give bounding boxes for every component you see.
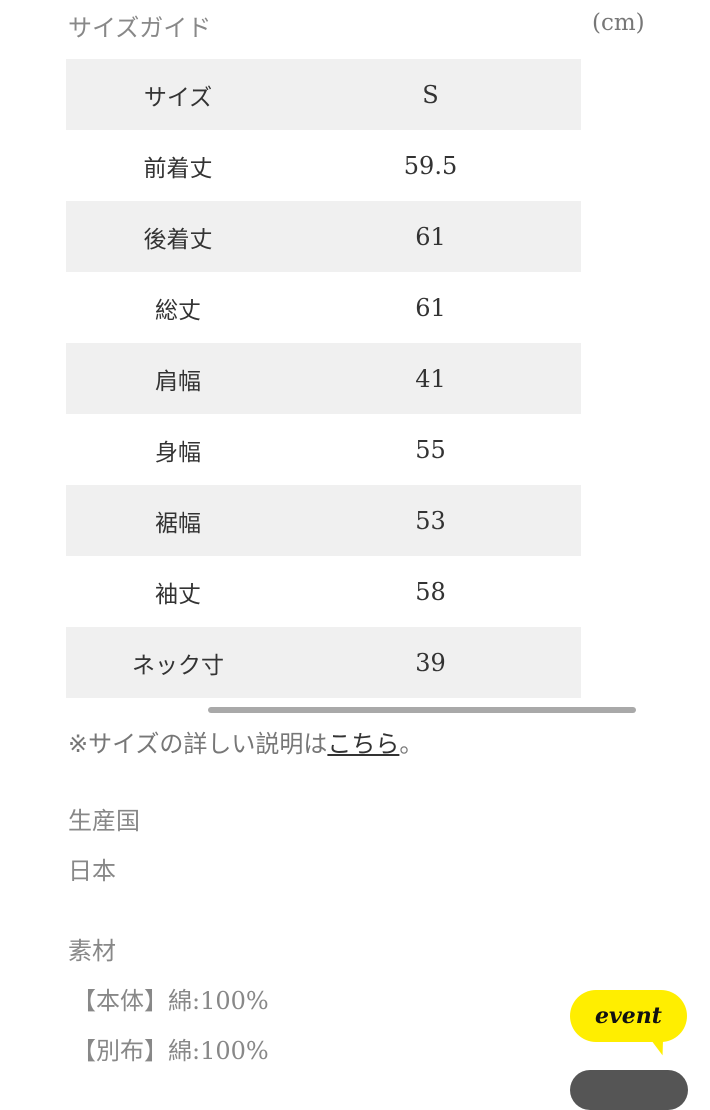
row-value: 41 (415, 364, 446, 393)
row-label: 総丈 (155, 297, 201, 324)
material-line: 【本体】綿:100% (72, 987, 269, 1015)
row-value: 53 (415, 506, 446, 535)
event-button[interactable]: event (570, 990, 687, 1042)
row-value: 39 (415, 648, 446, 677)
size-table: サイズ S 前着丈 59.5 後着丈 61 総丈 61 肩幅 41 身幅 55 裾幅 53 袖… (66, 59, 581, 698)
material-label: 素材 (68, 937, 116, 965)
table-row: 前着丈 59.5 (66, 130, 581, 201)
origin-label: 生産国 (68, 807, 140, 835)
table-row: 身幅 55 (66, 414, 581, 485)
horizontal-scrollbar[interactable] (208, 707, 636, 713)
material-line: 【別布】綿:100% (72, 1037, 269, 1065)
floating-button[interactable] (570, 1070, 688, 1110)
table-row: 肩幅 41 (66, 343, 581, 414)
note-suffix: 。 (399, 730, 424, 758)
row-label: 裾幅 (155, 510, 201, 537)
row-label: 身幅 (155, 439, 201, 466)
size-note: ※サイズの詳しい説明はこちら。 (68, 724, 423, 759)
table-row: 裾幅 53 (66, 485, 581, 556)
row-value: 61 (415, 293, 446, 322)
row-value: S (422, 80, 439, 109)
row-label: 袖丈 (155, 581, 201, 608)
row-value: 61 (415, 222, 446, 251)
row-value: 58 (415, 577, 446, 606)
table-row: ネック寸 39 (66, 627, 581, 698)
note-text: ※サイズの詳しい説明は (68, 730, 328, 758)
table-row: 袖丈 58 (66, 556, 581, 627)
origin-value: 日本 (68, 857, 116, 885)
size-guide-title: サイズガイド (68, 14, 212, 42)
size-detail-link[interactable]: こちら (327, 730, 400, 758)
row-label: 肩幅 (155, 368, 201, 395)
row-value: 55 (415, 435, 446, 464)
row-label: サイズ (143, 84, 213, 111)
table-row: 総丈 61 (66, 272, 581, 343)
row-label: 前着丈 (143, 155, 213, 182)
table-row: 後着丈 61 (66, 201, 581, 272)
unit-label: (cm) (592, 10, 645, 36)
row-value: 59.5 (403, 151, 458, 180)
table-row: サイズ S (66, 59, 581, 130)
row-label: ネック寸 (132, 652, 224, 679)
row-label: 後着丈 (143, 226, 213, 253)
